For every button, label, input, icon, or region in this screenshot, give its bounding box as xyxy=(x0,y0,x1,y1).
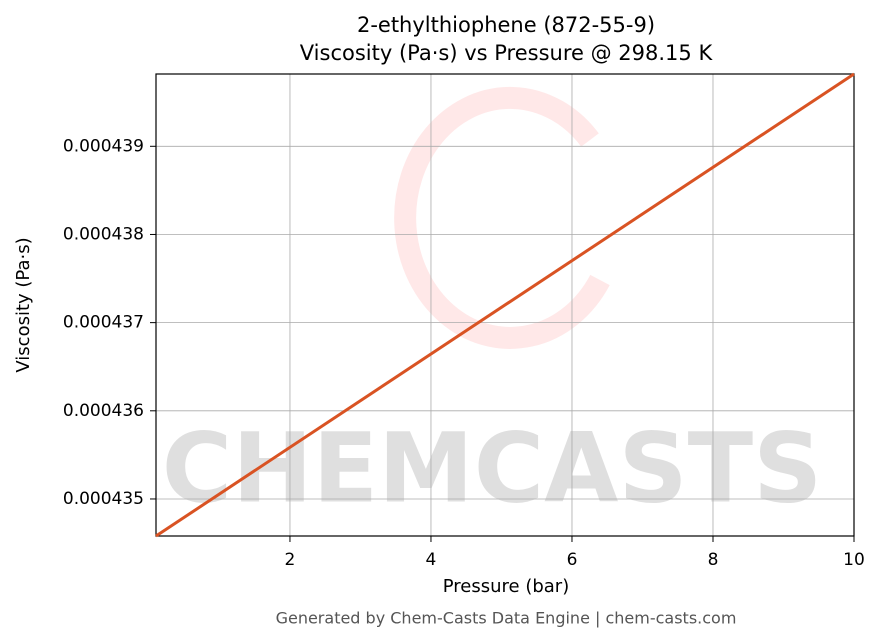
chart-subtitle: Viscosity (Pa·s) vs Pressure @ 298.15 K xyxy=(300,41,714,65)
x-axis-label: Pressure (bar) xyxy=(443,576,569,597)
x-tick-label: 4 xyxy=(426,550,437,570)
watermark-logo xyxy=(394,86,610,349)
chart-title: 2-ethylthiophene (872-55-9) xyxy=(357,13,655,37)
x-tick-label: 8 xyxy=(708,550,719,570)
x-tick-label: 2 xyxy=(285,550,296,570)
y-tick-label: 0.000435 xyxy=(63,489,144,509)
x-tick-label: 6 xyxy=(567,550,578,570)
y-tick-label: 0.000438 xyxy=(63,224,144,244)
x-tick-label: 10 xyxy=(843,550,865,570)
y-tick-label: 0.000436 xyxy=(63,401,144,421)
data-line xyxy=(155,72,855,538)
y-tick-label: 0.000437 xyxy=(63,313,144,333)
watermark: CHEMCASTS xyxy=(162,412,822,524)
plot-frame xyxy=(155,73,855,537)
footer: Generated by Chem-Casts Data Engine | ch… xyxy=(276,609,737,628)
y-axis-label: Viscosity (Pa·s) xyxy=(13,237,34,372)
y-tick-label: 0.000439 xyxy=(63,136,144,156)
